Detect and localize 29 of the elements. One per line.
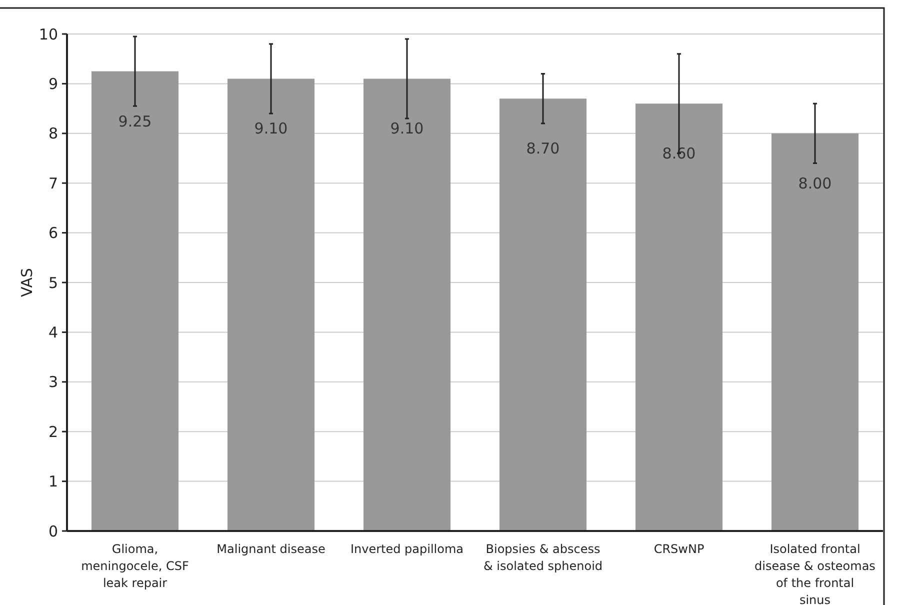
y-tick-label: 7 — [48, 174, 58, 192]
x-tick-label: Glioma, meningocele, CSF leak repair — [81, 542, 189, 590]
bar — [635, 104, 723, 531]
x-tick-label: Biopsies & abscess & isolated sphenoid — [483, 542, 603, 573]
x-tick-label: Malignant disease — [216, 542, 326, 556]
data-label: 9.10 — [390, 120, 424, 138]
y-tick-label: 9 — [48, 74, 58, 93]
y-tick-label: 1 — [48, 472, 58, 491]
data-label: 8.00 — [798, 174, 832, 192]
bar — [227, 78, 315, 531]
y-tick-label: 6 — [48, 224, 58, 242]
y-tick-label: 2 — [48, 422, 58, 441]
y-tick-label: 10 — [38, 25, 58, 44]
data-label: 9.25 — [118, 112, 152, 130]
y-tick-label: 3 — [48, 373, 58, 392]
y-tick-label: 0 — [48, 522, 58, 540]
bar — [91, 71, 179, 531]
y-tick-label: 5 — [48, 274, 58, 292]
x-tick-label: CRSwNP — [654, 542, 704, 556]
data-label: 8.70 — [526, 140, 560, 158]
y-tick-label: 4 — [48, 323, 58, 342]
y-axis-title: VAS — [18, 268, 36, 298]
x-tick-label: Inverted papilloma — [350, 542, 464, 556]
bar — [499, 98, 587, 531]
data-label: 9.10 — [254, 120, 288, 138]
y-tick-label: 8 — [48, 124, 58, 143]
bar — [771, 133, 859, 531]
x-tick-label: Isolated frontal disease & osteomas of the frontal sinus — [754, 542, 876, 605]
bar — [363, 78, 451, 531]
